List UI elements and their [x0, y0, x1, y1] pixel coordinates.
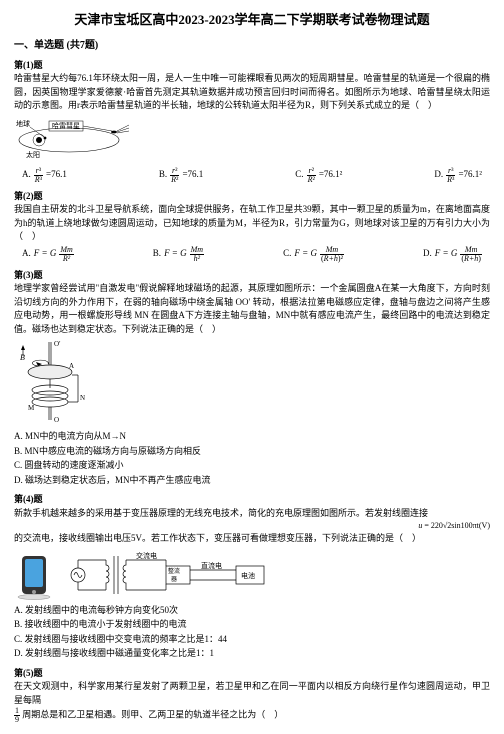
section-heading-1: 一、单选题 (共7题) [14, 38, 490, 53]
svg-text:地球: 地球 [16, 119, 30, 128]
svg-text:交流电: 交流电 [136, 551, 157, 560]
svg-text:整流: 整流 [168, 567, 180, 575]
q3-optA: A. MN中的电流方向从M→N [14, 430, 490, 444]
q3-optB: B. MN中感应电流的磁场方向与原磁场方向相反 [14, 445, 490, 459]
q2-optD: D. F = GMm(R+h) [423, 246, 482, 263]
svg-text:太阳: 太阳 [26, 150, 40, 159]
q2-options: A. F = GMmR² B. F = GMmh² C. F = GMm(R+h… [22, 246, 482, 263]
q3-optD: D. 磁场达到稳定状态后，MN中不再产生感应电流 [14, 474, 490, 488]
svg-text:O′: O′ [54, 340, 61, 348]
q4-text: 新款手机越来越多的采用基于变压器原理的无线充电技术，简化的充电原理图如图所示。若… [14, 507, 490, 546]
q1-text: 哈雷彗星大约每76.1年环绕太阳一周，是人一生中唯一可能裸眼看见两次的短周期彗星… [14, 72, 490, 113]
svg-text:O: O [54, 416, 59, 424]
q1-options: A. r³R³ =76.1 B. r²R² =76.1 C. r²R² =76.… [22, 167, 482, 184]
q2-optB: B. F = GMmh² [153, 246, 204, 263]
q4-optA: A. 发射线圈中的电流每秒钟方向变化50次 [14, 604, 490, 618]
svg-text:M: M [28, 404, 35, 412]
q3-figure: O′ A B M N O [14, 340, 490, 426]
q5-text: 在天文观测中，科学家用某行星发射了两颗卫星，若卫星甲和乙在同一平面内以相反方向绕… [14, 680, 490, 724]
q4-optC: C. 发射线圈与接收线圈中交变电流的频率之比是1：44 [14, 633, 490, 647]
q1-optB: B. r²R² =76.1 [159, 167, 203, 184]
q3-text: 地理学家曾经尝试用"自激发电"假说解释地球磁场的起源，其原理如图所示：一个金属圆… [14, 282, 490, 336]
q4-figure: 交流电 整流 器 直流电 电池 [14, 550, 490, 600]
q3-options: A. MN中的电流方向从M→N B. MN中感应电流的磁场方向与原磁场方向相反 … [14, 430, 490, 487]
q1-label: 第(1)题 [14, 59, 490, 73]
q5-label: 第(5)题 [14, 667, 490, 681]
svg-text:电池: 电池 [241, 571, 255, 580]
q4-options: A. 发射线圈中的电流每秒钟方向变化50次 B. 接收线圈中的电流小于发射线圈中… [14, 604, 490, 661]
q4-optB: B. 接收线圈中的电流小于发射线圈中的电流 [14, 618, 490, 632]
svg-text:A: A [69, 362, 74, 370]
q1-optA: A. r³R³ =76.1 [22, 167, 67, 184]
q1-optC: C. r²R² =76.1² [295, 167, 342, 184]
q3-label: 第(3)题 [14, 269, 490, 283]
q4-optD: D. 发射线圈与接收线圈中磁通量变化率之比是1：1 [14, 647, 490, 661]
q3-optC: C. 圆盘转动的速度逐渐减小 [14, 459, 490, 473]
q2-optA: A. F = GMmR² [22, 246, 74, 263]
q2-optC: C. F = GMm(R+h)² [283, 246, 344, 263]
svg-text:B: B [20, 353, 25, 362]
q2-text: 我国自主研发的北斗卫星导航系统，面向全球提供服务，在轨工作卫星共39颗，其中一颗… [14, 203, 490, 244]
q2-label: 第(2)题 [14, 190, 490, 204]
svg-text:N: N [80, 394, 85, 402]
svg-text:直流电: 直流电 [201, 561, 222, 570]
svg-text:器: 器 [171, 576, 177, 583]
q1-optD: D. r³R³ =76.1² [434, 167, 482, 184]
q4-label: 第(4)题 [14, 493, 490, 507]
page-title: 天津市宝坻区高中2023-2023学年高二下学期联考试卷物理试题 [14, 10, 490, 30]
q1-figure: 太阳 地球 哈雷彗星 [14, 117, 490, 163]
q4-formula: u = 220√2sin100πt(V) [418, 520, 490, 532]
svg-text:哈雷彗星: 哈雷彗星 [52, 121, 80, 130]
